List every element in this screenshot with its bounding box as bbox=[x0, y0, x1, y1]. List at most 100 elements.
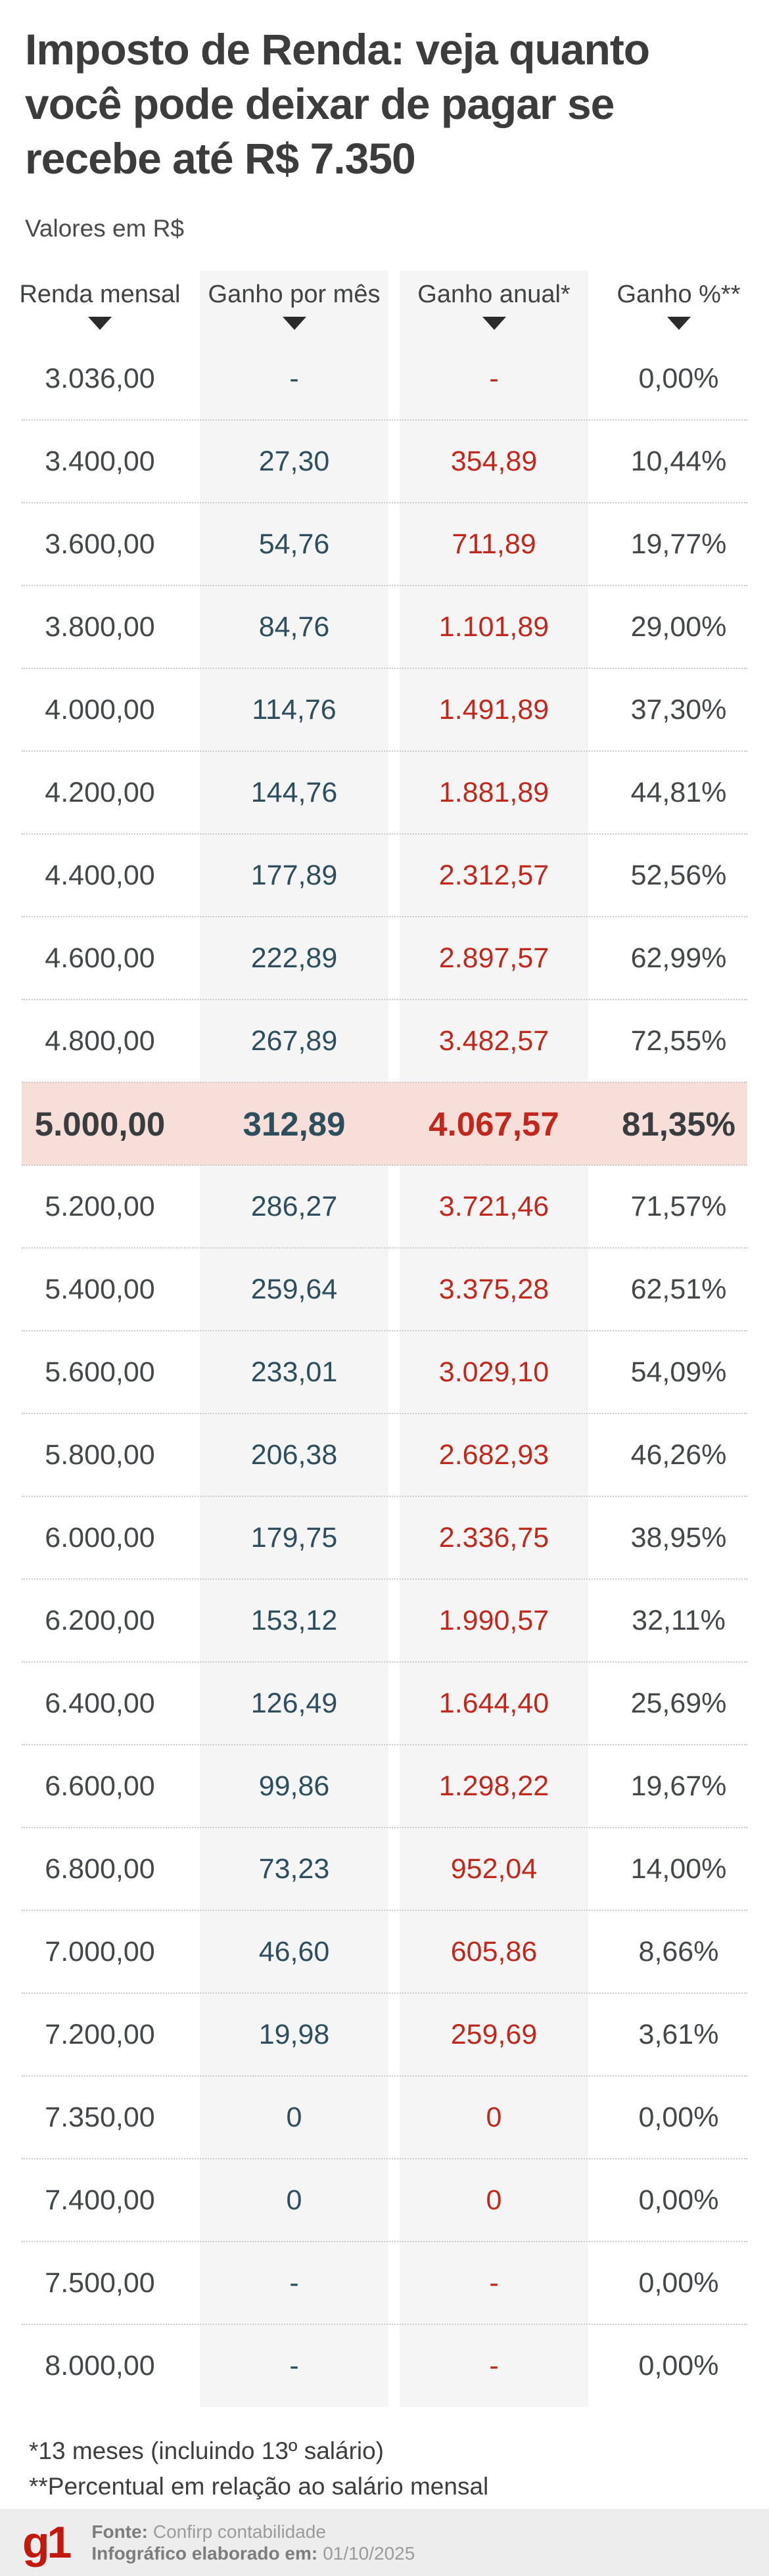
table-row: 5.200,00 286,27 3.721,46 71,57% bbox=[0, 1164, 769, 1248]
renda-mensal-cell: 3.400,00 bbox=[45, 445, 155, 477]
table-row: 4.200,00 144,76 1.881,89 44,81% bbox=[0, 750, 769, 834]
table-row: 6.600,00 99,86 1.298,22 19,67% bbox=[0, 1744, 769, 1828]
ganho-percentual-cell: 32,11% bbox=[632, 1604, 726, 1636]
table-row: 3.600,00 54,76 711,89 19,77% bbox=[0, 502, 769, 586]
ganho-anual-cell: 1.491,89 bbox=[438, 693, 549, 725]
column-background-monthly-gain bbox=[200, 270, 388, 2408]
ganho-anual-cell: 952,04 bbox=[450, 1852, 538, 1885]
renda-mensal-cell: 7.200,00 bbox=[45, 2018, 155, 2050]
ganho-anual-cell: 1.101,89 bbox=[438, 610, 549, 643]
renda-mensal-cell: 4.200,00 bbox=[45, 776, 155, 808]
ganho-percentual-cell: 14,00% bbox=[630, 1852, 727, 1885]
ganho-percentual-cell: 3,61% bbox=[638, 2018, 719, 2050]
ganho-percentual-cell: 0,00% bbox=[638, 2101, 719, 2133]
ganho-percentual-cell: 81,35% bbox=[622, 1105, 735, 1143]
table-row: 7.350,00 0 0 0,00% bbox=[0, 2075, 769, 2159]
ganho-anual-cell: 3.375,28 bbox=[438, 1273, 549, 1305]
income-tax-table: Renda mensal Ganho por mês Ganho anual* … bbox=[0, 270, 769, 2408]
source-line: Fonte: Confirp contabilidade bbox=[91, 2521, 415, 2542]
ganho-anual-cell: 0 bbox=[486, 2101, 502, 2133]
ganho-percentual-cell: 38,95% bbox=[630, 1521, 727, 1553]
date-label: Infográfico elaborado em: bbox=[91, 2543, 318, 2564]
ganho-por-mes-cell: 206,38 bbox=[250, 1438, 338, 1471]
ganho-por-mes-cell: 259,64 bbox=[250, 1273, 338, 1305]
renda-mensal-cell: 7.350,00 bbox=[45, 2101, 155, 2133]
ganho-por-mes-cell: 0 bbox=[286, 2184, 302, 2216]
ganho-percentual-cell: 19,77% bbox=[630, 528, 727, 560]
ganho-por-mes-cell: 19,98 bbox=[258, 2018, 330, 2050]
ganho-anual-cell: 2.312,57 bbox=[438, 859, 549, 891]
column-header-ganho-percentual: Ganho %** bbox=[588, 281, 769, 337]
ganho-por-mes-cell: 46,60 bbox=[258, 1935, 330, 1967]
ganho-por-mes-cell: 99,86 bbox=[258, 1770, 330, 1802]
arrow-down-icon bbox=[88, 317, 112, 331]
ganho-por-mes-cell: 27,30 bbox=[258, 445, 330, 477]
ganho-anual-cell: 1.298,22 bbox=[438, 1770, 549, 1802]
source-value: Confirp contabilidade bbox=[152, 2521, 326, 2542]
table-row: 7.500,00 - - 0,00% bbox=[0, 2241, 769, 2324]
ganho-percentual-cell: 0,00% bbox=[638, 362, 719, 394]
footnote-percent: **Percentual em relação ao salário mensa… bbox=[29, 2473, 489, 2500]
date-line: Infográfico elaborado em: 01/10/2025 bbox=[91, 2542, 415, 2564]
ganho-anual-cell: 3.721,46 bbox=[438, 1190, 549, 1222]
table-row: 5.400,00 259,64 3.375,28 62,51% bbox=[0, 1247, 769, 1331]
ganho-anual-cell: 2.682,93 bbox=[438, 1438, 549, 1471]
ganho-percentual-cell: 10,44% bbox=[630, 445, 727, 477]
renda-mensal-cell: 6.600,00 bbox=[45, 1770, 155, 1802]
ganho-anual-cell: 3.029,10 bbox=[438, 1356, 549, 1388]
renda-mensal-cell: 5.400,00 bbox=[45, 1273, 155, 1305]
arrow-down-icon bbox=[282, 317, 306, 331]
table-row: 6.800,00 73,23 952,04 14,00% bbox=[0, 1827, 769, 1910]
column-header-label: Renda mensal bbox=[19, 281, 181, 309]
ganho-por-mes-cell: 267,89 bbox=[250, 1024, 338, 1057]
table-row: 3.400,00 27,30 354,89 10,44% bbox=[0, 419, 769, 503]
ganho-por-mes-cell: 153,12 bbox=[250, 1604, 338, 1636]
ganho-percentual-cell: 71,57% bbox=[630, 1190, 727, 1222]
ganho-percentual-cell: 8,66% bbox=[638, 1935, 719, 1967]
renda-mensal-cell: 5.000,00 bbox=[34, 1105, 166, 1143]
ganho-por-mes-cell: - bbox=[289, 362, 299, 394]
ganho-anual-cell: 3.482,57 bbox=[438, 1024, 549, 1057]
table-row: 4.600,00 222,89 2.897,57 62,99% bbox=[0, 916, 769, 1000]
column-background-annual-gain bbox=[400, 270, 588, 2408]
arrow-down-icon bbox=[482, 317, 506, 331]
table-row: 3.800,00 84,76 1.101,89 29,00% bbox=[0, 585, 769, 668]
ganho-por-mes-cell: 179,75 bbox=[250, 1521, 338, 1553]
table-body: 3.036,00 - - 0,00% 3.400,00 27,30 354,89 10,44%… bbox=[0, 337, 769, 2407]
ganho-por-mes-cell: - bbox=[289, 2349, 299, 2381]
ganho-anual-cell: 605,86 bbox=[450, 1935, 538, 1967]
footnote-annual: *13 meses (incluindo 13º salário) bbox=[29, 2437, 384, 2465]
ganho-anual-cell: - bbox=[489, 362, 499, 394]
table-row: 4.400,00 177,89 2.312,57 52,56% bbox=[0, 833, 769, 917]
source-label: Fonte: bbox=[91, 2521, 148, 2542]
ganho-anual-cell: 4.067,57 bbox=[429, 1105, 559, 1143]
column-header-label: Ganho por mês bbox=[208, 281, 381, 309]
table-header: Renda mensal Ganho por mês Ganho anual* … bbox=[0, 270, 769, 337]
ganho-percentual-cell: 54,09% bbox=[630, 1356, 727, 1388]
ganho-percentual-cell: 44,81% bbox=[630, 776, 727, 808]
ganho-anual-cell: - bbox=[489, 2349, 499, 2381]
arrow-down-icon bbox=[666, 317, 691, 331]
ganho-por-mes-cell: 126,49 bbox=[250, 1687, 338, 1719]
renda-mensal-cell: 3.800,00 bbox=[45, 610, 155, 643]
renda-mensal-cell: 4.000,00 bbox=[45, 693, 155, 725]
table-row: 7.200,00 19,98 259,69 3,61% bbox=[0, 1992, 769, 2076]
ganho-por-mes-cell: 0 bbox=[286, 2101, 302, 2133]
ganho-por-mes-cell: 312,89 bbox=[243, 1105, 346, 1143]
renda-mensal-cell: 3.600,00 bbox=[45, 528, 155, 560]
renda-mensal-cell: 7.000,00 bbox=[45, 1935, 155, 1967]
ganho-por-mes-cell: 222,89 bbox=[250, 942, 338, 974]
ganho-anual-cell: 1.644,40 bbox=[438, 1687, 549, 1719]
renda-mensal-cell: 8.000,00 bbox=[45, 2349, 155, 2381]
ganho-anual-cell: 2.336,75 bbox=[438, 1521, 549, 1553]
renda-mensal-cell: 4.800,00 bbox=[45, 1024, 155, 1057]
footnotes: *13 meses (incluindo 13º salário) **Perc… bbox=[29, 2433, 744, 2504]
column-header-ganho-por-mes: Ganho por mês bbox=[200, 281, 388, 337]
renda-mensal-cell: 6.000,00 bbox=[45, 1521, 155, 1553]
table-row: 5.600,00 233,01 3.029,10 54,09% bbox=[0, 1330, 769, 1414]
ganho-percentual-cell: 29,00% bbox=[630, 610, 727, 643]
ganho-percentual-cell: 0,00% bbox=[638, 2184, 719, 2216]
renda-mensal-cell: 6.800,00 bbox=[45, 1852, 155, 1885]
date-value: 01/10/2025 bbox=[323, 2543, 415, 2564]
